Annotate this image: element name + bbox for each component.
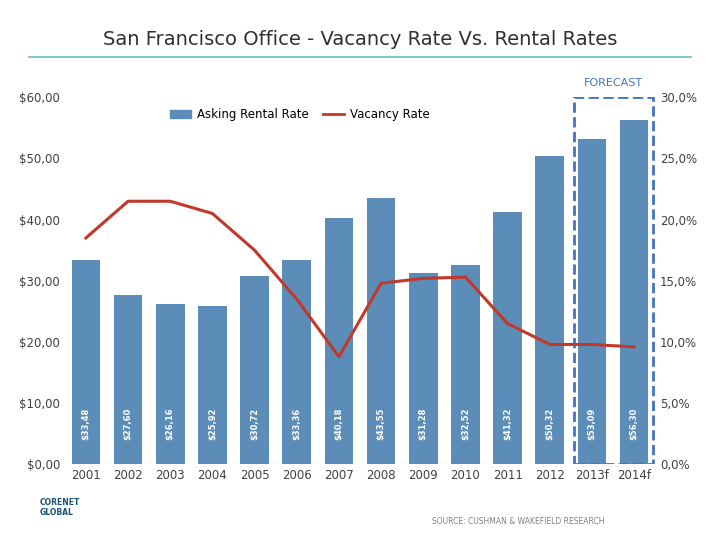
Text: $27,60: $27,60 bbox=[124, 408, 132, 440]
Bar bbox=[577, 139, 606, 464]
Text: $43,55: $43,55 bbox=[377, 407, 386, 440]
Text: $25,92: $25,92 bbox=[208, 407, 217, 440]
Text: $41,32: $41,32 bbox=[503, 407, 512, 440]
Bar bbox=[451, 265, 480, 464]
Text: $26,16: $26,16 bbox=[166, 407, 175, 440]
Bar bbox=[114, 295, 143, 464]
Bar bbox=[366, 198, 395, 464]
Text: FORECAST: FORECAST bbox=[584, 78, 643, 88]
Text: $56,30: $56,30 bbox=[629, 408, 639, 440]
Bar bbox=[536, 157, 564, 464]
Bar bbox=[240, 276, 269, 464]
Bar bbox=[409, 273, 438, 464]
Bar bbox=[325, 219, 354, 464]
Text: $50,32: $50,32 bbox=[545, 408, 554, 440]
Bar bbox=[71, 260, 100, 464]
Bar bbox=[620, 120, 649, 464]
Text: $33,48: $33,48 bbox=[81, 408, 91, 440]
Text: $40,18: $40,18 bbox=[334, 408, 343, 440]
Bar bbox=[198, 306, 227, 464]
Text: CORENET
GLOBAL: CORENET GLOBAL bbox=[40, 498, 80, 517]
Bar bbox=[282, 260, 311, 464]
Text: SOURCE: CUSHMAN & WAKEFIELD RESEARCH: SOURCE: CUSHMAN & WAKEFIELD RESEARCH bbox=[432, 517, 605, 526]
Bar bbox=[493, 212, 522, 464]
Text: $53,09: $53,09 bbox=[588, 408, 596, 440]
Text: $32,52: $32,52 bbox=[461, 407, 470, 440]
Text: $31,28: $31,28 bbox=[419, 408, 428, 440]
Text: $33,36: $33,36 bbox=[292, 408, 301, 440]
Legend: Asking Rental Rate, Vacancy Rate: Asking Rental Rate, Vacancy Rate bbox=[165, 103, 435, 125]
Text: San Francisco Office - Vacancy Rate Vs. Rental Rates: San Francisco Office - Vacancy Rate Vs. … bbox=[103, 30, 617, 49]
Bar bbox=[156, 305, 184, 464]
Bar bbox=[575, 97, 652, 464]
Text: $30,72: $30,72 bbox=[250, 408, 259, 440]
